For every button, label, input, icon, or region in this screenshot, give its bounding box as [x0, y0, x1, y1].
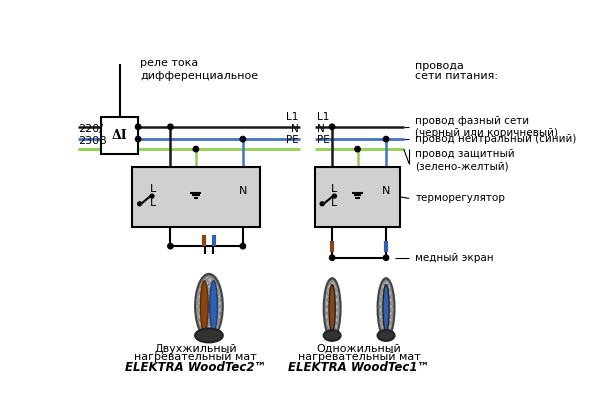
Ellipse shape	[197, 276, 221, 336]
Text: Двухжильный: Двухжильный	[155, 344, 237, 354]
Text: N: N	[239, 186, 247, 196]
Text: Одножильный: Одножильный	[317, 344, 401, 354]
Circle shape	[138, 202, 142, 206]
Text: нагревательный мат: нагревательный мат	[134, 352, 257, 362]
Ellipse shape	[377, 278, 395, 339]
Circle shape	[329, 124, 335, 129]
Text: терморегулятор: терморегулятор	[415, 193, 505, 203]
Text: 220/
230В: 220/ 230В	[78, 124, 107, 146]
Ellipse shape	[195, 329, 223, 342]
Circle shape	[383, 137, 389, 142]
Ellipse shape	[325, 281, 339, 337]
Ellipse shape	[195, 274, 223, 339]
Text: ELEKTRA WoodTec2™: ELEKTRA WoodTec2™	[125, 361, 266, 374]
Ellipse shape	[200, 281, 208, 332]
Text: провод нейтральный (синий): провод нейтральный (синий)	[415, 134, 577, 144]
Text: медный экран: медный экран	[415, 253, 494, 263]
Ellipse shape	[323, 330, 341, 341]
Text: провод фазный сети
(черный или коричневый): провод фазный сети (черный или коричневы…	[415, 116, 558, 138]
Circle shape	[240, 137, 245, 142]
Circle shape	[383, 255, 389, 260]
Circle shape	[168, 124, 173, 129]
Circle shape	[193, 146, 199, 152]
Text: ELEKTRA WoodTec1™: ELEKTRA WoodTec1™	[289, 361, 430, 374]
Bar	[315, 167, 400, 227]
Circle shape	[329, 255, 335, 260]
Text: L: L	[151, 198, 157, 208]
Circle shape	[168, 244, 173, 249]
Text: L: L	[151, 184, 157, 194]
Ellipse shape	[383, 285, 389, 332]
Ellipse shape	[379, 281, 393, 337]
Bar	[101, 117, 138, 154]
Text: L1: L1	[286, 112, 298, 122]
Text: N: N	[290, 124, 298, 134]
Text: N: N	[317, 124, 325, 134]
Text: провода: провода	[415, 61, 464, 71]
Text: L: L	[331, 184, 338, 194]
Text: L1: L1	[317, 112, 329, 122]
Circle shape	[320, 202, 324, 206]
Ellipse shape	[377, 330, 395, 341]
Ellipse shape	[323, 278, 341, 339]
Text: N: N	[382, 186, 390, 196]
Text: сети питания:: сети питания:	[415, 71, 498, 81]
Text: нагревательный мат: нагревательный мат	[298, 352, 421, 362]
Circle shape	[136, 137, 141, 142]
Ellipse shape	[329, 285, 335, 332]
Circle shape	[136, 124, 141, 129]
Bar	[132, 167, 260, 227]
Text: провод защитный
(зелено-желтый): провод защитный (зелено-желтый)	[415, 149, 515, 171]
Circle shape	[332, 194, 337, 198]
Ellipse shape	[210, 281, 217, 332]
Text: L: L	[331, 198, 338, 208]
Circle shape	[355, 146, 360, 152]
Text: ΔI: ΔI	[112, 129, 127, 142]
Text: PE: PE	[317, 134, 329, 144]
Text: PE: PE	[286, 134, 298, 144]
Circle shape	[150, 194, 154, 198]
Circle shape	[240, 244, 245, 249]
Text: реле тока
дифференциальное: реле тока дифференциальное	[140, 58, 259, 81]
